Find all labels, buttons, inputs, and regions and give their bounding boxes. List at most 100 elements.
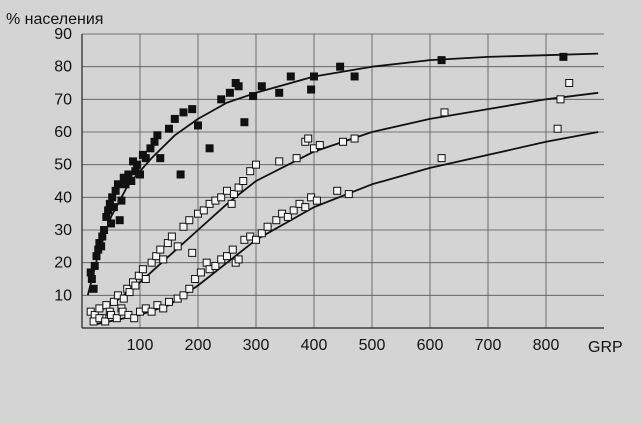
fit-curve-3 xyxy=(93,131,599,326)
data-point-series-2 xyxy=(315,141,324,150)
data-point-series-1 xyxy=(136,170,144,179)
data-point-series-2 xyxy=(131,281,140,290)
data-point-series-3 xyxy=(257,229,266,238)
data-point-series-2 xyxy=(147,258,156,267)
data-point-series-1 xyxy=(156,154,165,163)
data-point-series-1 xyxy=(108,193,117,202)
data-point-series-2 xyxy=(252,160,260,169)
data-point-series-3 xyxy=(223,252,231,261)
data-point-series-1 xyxy=(194,121,202,130)
data-point-series-3 xyxy=(301,203,310,212)
data-point-series-2 xyxy=(102,301,111,310)
data-point-series-2 xyxy=(159,255,168,264)
data-point-series-1 xyxy=(113,180,122,189)
data-point-series-3 xyxy=(159,304,168,313)
y-tick-label: 10 xyxy=(54,287,72,304)
data-point-series-1 xyxy=(107,219,115,228)
data-point-series-2 xyxy=(138,265,147,274)
data-point-series-2 xyxy=(223,186,231,195)
data-point-series-2 xyxy=(163,239,172,248)
data-point-series-1 xyxy=(117,196,126,205)
data-point-series-1 xyxy=(153,131,162,140)
data-point-series-1 xyxy=(92,252,101,261)
data-point-series-3 xyxy=(191,275,200,283)
data-point-series-2 xyxy=(119,294,128,303)
data-point-series-2 xyxy=(185,216,194,225)
y-tick-label: 90 xyxy=(54,26,72,43)
data-point-series-3 xyxy=(344,190,353,199)
x-tick-label: 300 xyxy=(243,337,270,354)
data-point-series-2 xyxy=(152,252,161,261)
data-point-series-1 xyxy=(115,216,124,225)
data-point-series-1 xyxy=(559,52,568,61)
y-tick-label: 60 xyxy=(54,124,72,141)
data-point-series-1 xyxy=(90,261,99,270)
data-point-series-2 xyxy=(292,154,301,163)
data-point-series-3 xyxy=(252,235,260,244)
data-point-series-3 xyxy=(272,216,281,225)
data-point-series-1 xyxy=(437,56,446,65)
fit-curve-2 xyxy=(90,91,599,316)
data-point-series-2 xyxy=(199,206,208,215)
data-point-series-3 xyxy=(112,314,121,323)
data-point-series-3 xyxy=(283,212,292,221)
data-point-series-1 xyxy=(310,72,318,81)
data-point-series-3 xyxy=(289,206,298,215)
data-point-series-1 xyxy=(109,203,118,212)
data-point-series-3 xyxy=(147,307,156,316)
data-point-series-2 xyxy=(553,124,562,133)
data-point-series-2 xyxy=(339,137,347,146)
data-point-series-2 xyxy=(239,177,248,185)
data-point-series-1 xyxy=(86,268,95,277)
data-point-series-2 xyxy=(217,193,226,202)
data-point-series-3 xyxy=(333,186,342,195)
data-point-series-1 xyxy=(225,88,234,97)
data-point-series-2 xyxy=(141,275,150,283)
data-point-series-1 xyxy=(275,88,284,97)
y-tick-label: 40 xyxy=(54,189,72,206)
data-point-series-1 xyxy=(286,72,295,81)
data-point-series-3 xyxy=(312,196,321,205)
data-point-series-3 xyxy=(228,245,237,254)
data-point-series-2 xyxy=(437,154,446,163)
fit-curves xyxy=(86,52,599,326)
data-point-series-2 xyxy=(125,288,134,297)
data-point-series-1 xyxy=(307,85,316,94)
data-point-series-3 xyxy=(234,255,243,264)
x-tick-label: 400 xyxy=(301,337,328,354)
data-point-series-1 xyxy=(179,108,188,117)
x-axis-label: GRP xyxy=(588,339,623,356)
data-point-series-2 xyxy=(350,134,359,143)
data-point-series-3 xyxy=(101,317,110,326)
y-tick-label: 20 xyxy=(54,255,72,272)
x-tick-label: 200 xyxy=(185,337,212,354)
data-point-series-2 xyxy=(556,95,565,104)
x-tick-label: 800 xyxy=(533,337,560,354)
data-point-series-1 xyxy=(217,95,226,104)
data-point-series-1 xyxy=(336,62,345,71)
data-point-series-1 xyxy=(100,226,109,234)
data-point-series-1 xyxy=(141,154,150,163)
data-point-series-3 xyxy=(165,297,173,306)
data-point-series-1 xyxy=(176,170,185,179)
data-point-series-1 xyxy=(249,92,258,101)
data-point-series-1 xyxy=(127,177,136,185)
data-point-series-2 xyxy=(173,242,182,251)
data-point-series-1 xyxy=(97,242,106,251)
data-point-series-3 xyxy=(130,314,139,323)
data-point-series-2 xyxy=(227,199,236,208)
data-point-series-3 xyxy=(202,258,211,267)
data-point-series-1 xyxy=(205,144,214,153)
data-point-series-1 xyxy=(257,82,266,91)
data-point-series-1 xyxy=(146,144,155,153)
data-point-series-1 xyxy=(124,170,133,179)
data-point-series-2 xyxy=(229,190,238,199)
data-point-series-2 xyxy=(304,134,313,143)
data-point-series-1 xyxy=(133,160,142,169)
x-tick-label: 500 xyxy=(359,337,386,354)
data-point-series-2 xyxy=(95,304,104,313)
data-point-series-2 xyxy=(246,167,255,176)
data-point-series-1 xyxy=(98,232,107,241)
x-tick-label: 100 xyxy=(127,337,154,354)
